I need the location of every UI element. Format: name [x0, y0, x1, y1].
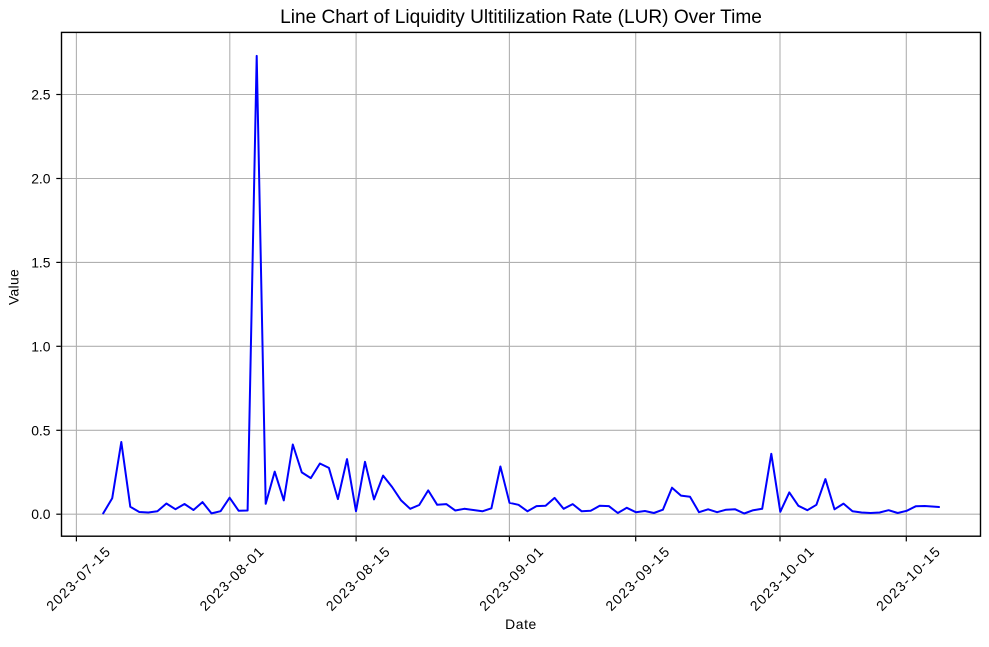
svg-text:0.0: 0.0 [31, 506, 51, 522]
svg-text:1.0: 1.0 [31, 338, 51, 354]
svg-text:Line Chart of Liquidity Ultiti: Line Chart of Liquidity Ultitilization R… [280, 7, 762, 28]
svg-text:2.5: 2.5 [31, 87, 51, 103]
svg-text:1.5: 1.5 [31, 254, 51, 270]
svg-text:Value: Value [6, 269, 22, 305]
svg-text:0.5: 0.5 [31, 422, 51, 438]
svg-text:2.0: 2.0 [31, 171, 51, 187]
svg-text:Date: Date [505, 616, 537, 632]
